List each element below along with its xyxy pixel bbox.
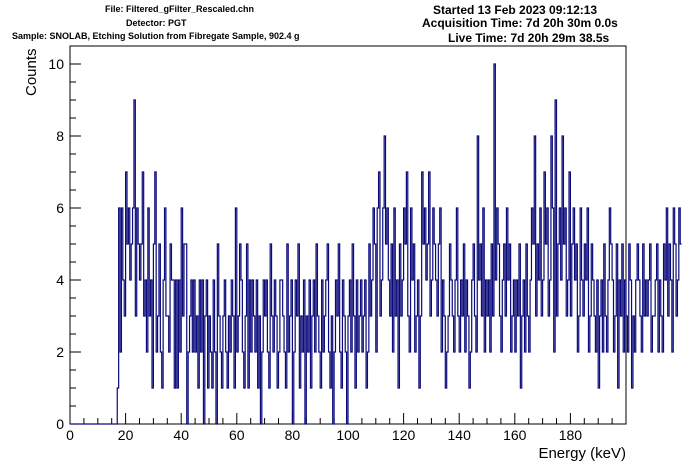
- x-tick-label: 140: [448, 427, 472, 443]
- detector-label: Detector: PGT: [126, 18, 187, 28]
- y-axis: 0 2 4 6 8 10: [48, 56, 81, 432]
- x-tick-label: 160: [503, 427, 527, 443]
- y-axis-label: Counts: [23, 48, 40, 96]
- y-tick-label: 2: [56, 344, 64, 360]
- x-axis-label: Energy (keV): [538, 445, 626, 462]
- x-tick-label: 40: [173, 427, 189, 443]
- histogram-series: [70, 63, 682, 425]
- x-tick-label: 20: [118, 427, 134, 443]
- y-tick-label: 8: [56, 128, 64, 144]
- x-tick-label: 100: [336, 427, 360, 443]
- x-tick-label: 180: [559, 427, 583, 443]
- y-tick-label: 6: [56, 200, 64, 216]
- x-tick-label: 0: [66, 427, 74, 443]
- y-tick-label: 4: [56, 272, 64, 288]
- y-tick-label: 10: [48, 56, 64, 72]
- file-label: File: Filtered_gFilter_Rescaled.chn: [105, 4, 255, 14]
- x-axis: 0 20 40 60 80 100 120 140 160 180: [66, 413, 613, 443]
- sample-label: Sample: SNOLAB, Etching Solution from Fi…: [12, 31, 300, 41]
- x-tick-label: 80: [285, 427, 301, 443]
- y-tick-label: 0: [56, 416, 64, 432]
- x-tick-label: 120: [392, 427, 416, 443]
- live-time-label: Live Time: 7d 20h 29m 38.5s: [448, 31, 610, 45]
- acquisition-time-label: Acquisition Time: 7d 20h 30m 0.0s: [422, 16, 618, 30]
- x-tick-label: 60: [229, 427, 245, 443]
- started-label: Started 13 Feb 2023 09:12:13: [433, 3, 598, 17]
